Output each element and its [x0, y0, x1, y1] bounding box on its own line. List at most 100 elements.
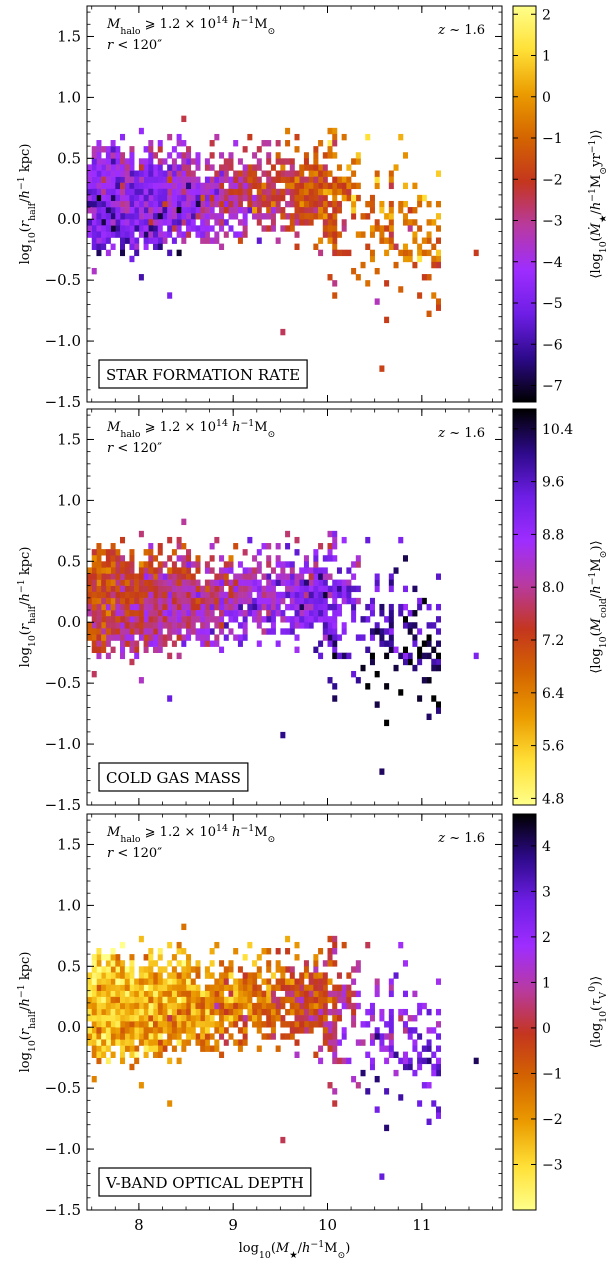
heatmap-cell — [209, 543, 215, 550]
heatmap-cell — [101, 194, 107, 202]
heatmap-cell — [204, 1021, 210, 1028]
heatmap-cell — [369, 1057, 375, 1065]
heatmap-cell — [124, 579, 130, 586]
heatmap-cell — [138, 194, 144, 202]
heatmap-cell — [332, 628, 338, 635]
heatmap-cell — [275, 984, 281, 991]
heatmap-cell — [228, 1021, 234, 1028]
heatmap-cell — [110, 158, 116, 165]
heatmap-cell — [237, 1039, 243, 1046]
heatmap-cell — [143, 1033, 149, 1040]
heatmap-cell — [167, 1021, 173, 1028]
heatmap-cell — [124, 176, 130, 183]
heatmap-cell — [266, 213, 272, 220]
heatmap-cell — [91, 188, 97, 196]
heatmap-cell — [186, 996, 192, 1004]
heatmap-cell — [167, 591, 173, 599]
heatmap-cell — [138, 591, 144, 599]
heatmap-cell — [124, 225, 130, 232]
heatmap-cell — [148, 561, 154, 568]
heatmap-cell — [388, 182, 394, 190]
heatmap-cell — [294, 207, 300, 214]
heatmap-cell — [247, 1008, 253, 1016]
heatmap-cell — [124, 158, 130, 165]
heatmap-cell — [115, 207, 121, 214]
colorbar-tick-label: −7 — [542, 379, 563, 395]
colorbar-tick-label: 2 — [542, 7, 551, 23]
heatmap-cell — [101, 1015, 107, 1022]
heatmap-cell — [426, 200, 432, 208]
heatmap-cell — [369, 1015, 375, 1022]
colorbar-tick-label: 1 — [542, 975, 551, 991]
heatmap-cell — [242, 225, 248, 232]
heatmap-cell — [294, 616, 300, 623]
heatmap-cell — [153, 194, 159, 202]
heatmap-cell — [167, 597, 173, 605]
heatmap-cell — [143, 567, 149, 574]
heatmap-cell — [157, 182, 163, 190]
heatmap-cell — [256, 579, 262, 586]
heatmap-cell — [138, 1008, 144, 1016]
heatmap-cell — [228, 579, 234, 586]
heatmap-cell — [275, 960, 281, 967]
heatmap-cell — [96, 182, 102, 190]
heatmap-cell — [435, 658, 441, 666]
heatmap-cell — [110, 585, 116, 593]
heatmap-cell — [294, 941, 300, 949]
heatmap-cell — [186, 182, 192, 190]
heatmap-cell — [181, 237, 187, 244]
heatmap-cell — [120, 990, 126, 998]
heatmap-cell — [153, 603, 159, 611]
heatmap-cell — [200, 1045, 206, 1052]
colorbar-tick-label: −2 — [542, 172, 563, 188]
heatmap-cell — [171, 622, 177, 629]
heatmap-cell — [374, 670, 380, 678]
heatmap-cell — [242, 591, 248, 599]
heatmap-cell — [388, 1015, 394, 1022]
heatmap-cell — [171, 640, 177, 647]
heatmap-cell — [115, 579, 121, 586]
heatmap-cell — [120, 1027, 126, 1034]
heatmap-cell — [369, 610, 375, 617]
heatmap-cell — [148, 1045, 154, 1052]
heatmap-cell — [252, 573, 258, 580]
heatmap-cell — [115, 1002, 121, 1010]
heatmap-cell — [332, 683, 338, 690]
heatmap-cell — [285, 966, 291, 973]
heatmap-cell — [365, 1008, 371, 1016]
y-tick-label: 0.0 — [57, 613, 81, 631]
heatmap-cell — [228, 164, 234, 171]
heatmap-cell — [115, 194, 121, 202]
heatmap-cell — [237, 561, 243, 568]
heatmap-cell — [176, 573, 182, 580]
heatmap-cell — [285, 990, 291, 998]
heatmap-cell — [402, 585, 408, 593]
heatmap-cell — [181, 567, 187, 574]
heatmap-cell — [162, 219, 168, 226]
heatmap-cell — [101, 622, 107, 629]
heatmap-cell — [105, 960, 111, 967]
heatmap-cell — [120, 133, 126, 141]
heatmap-cell — [431, 658, 437, 666]
heatmap-cell — [355, 960, 361, 967]
heatmap-cell — [365, 243, 371, 250]
heatmap-cell — [186, 591, 192, 599]
heatmap-cell — [157, 1021, 163, 1028]
heatmap-cell — [270, 1027, 276, 1034]
heatmap-cell — [176, 194, 182, 202]
heatmap-cell — [214, 996, 220, 1004]
heatmap-cell — [167, 536, 173, 544]
heatmap-cell — [157, 231, 163, 238]
heatmap-cell — [157, 219, 163, 226]
heatmap-cell — [129, 597, 135, 605]
heatmap-cell — [115, 616, 121, 623]
heatmap-cell — [351, 1021, 357, 1028]
heatmap-cell — [101, 990, 107, 998]
heatmap-cell — [336, 200, 342, 208]
heatmap-cell — [294, 549, 300, 556]
heatmap-cell — [365, 941, 371, 949]
heatmap-cell — [200, 585, 206, 593]
heatmap-cell — [332, 941, 338, 949]
heatmap-cell — [190, 1015, 196, 1022]
heatmap-cell — [195, 634, 201, 641]
